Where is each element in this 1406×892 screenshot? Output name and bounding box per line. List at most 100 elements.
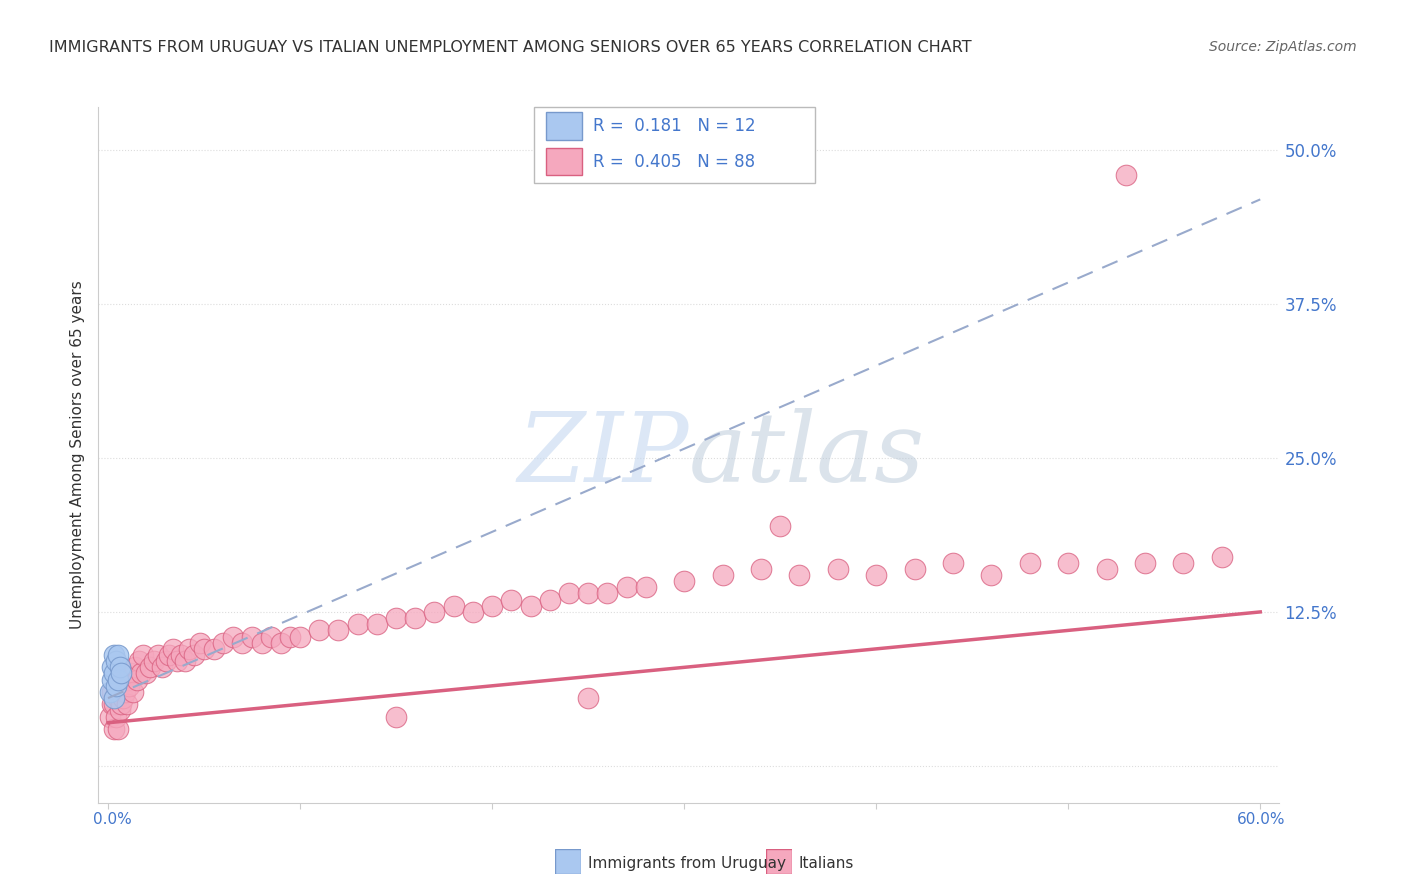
Point (366, 617, 388, 632)
Point (120, 666, 142, 681)
Point (596, 586, 619, 600)
Point (461, 605, 484, 619)
Point (101, 698, 124, 712)
Point (576, 691, 599, 706)
Point (104, 685, 127, 699)
Bar (546, 148, 582, 175)
Point (288, 630, 311, 644)
Point (122, 685, 145, 699)
Point (1211, 549, 1233, 564)
Point (115, 673, 138, 687)
Point (128, 654, 150, 668)
Point (202, 641, 225, 656)
Point (98, 685, 121, 699)
Text: atlas: atlas (689, 408, 925, 502)
Point (118, 679, 141, 693)
Point (98, 709, 121, 723)
Point (260, 630, 283, 644)
Point (129, 666, 152, 681)
Point (711, 568, 734, 582)
Point (222, 630, 245, 644)
Text: 0.0%: 0.0% (93, 812, 131, 827)
Point (177, 641, 200, 656)
Point (170, 648, 193, 662)
Text: Italians: Italians (799, 856, 853, 871)
Point (166, 654, 188, 668)
Point (519, 599, 541, 613)
Point (193, 641, 215, 656)
Point (865, 568, 887, 582)
Point (634, 580, 657, 594)
Point (101, 673, 124, 687)
Point (1115, 168, 1137, 182)
Point (980, 568, 1002, 582)
Point (139, 660, 162, 674)
Text: 60.0%: 60.0% (1237, 812, 1285, 827)
Point (155, 654, 177, 668)
Point (942, 556, 965, 570)
Point (114, 685, 136, 699)
Point (188, 636, 211, 650)
Point (103, 698, 125, 712)
Point (173, 654, 195, 668)
Point (749, 562, 772, 576)
Point (231, 636, 253, 650)
Point (1095, 562, 1118, 576)
Point (385, 611, 408, 625)
Point (110, 666, 132, 681)
Text: R =  0.181   N = 12: R = 0.181 N = 12 (593, 117, 756, 135)
Point (112, 691, 135, 706)
Point (212, 636, 235, 650)
Point (107, 691, 129, 706)
Point (107, 648, 129, 662)
Point (443, 599, 465, 613)
Point (135, 666, 157, 681)
Point (827, 562, 849, 576)
Point (110, 698, 132, 712)
Point (240, 630, 263, 644)
Text: Source: ZipAtlas.com: Source: ZipAtlas.com (1209, 40, 1357, 54)
Point (769, 518, 792, 533)
Point (103, 722, 125, 736)
Point (108, 703, 131, 717)
Point (538, 592, 561, 607)
Bar (546, 112, 582, 140)
Point (115, 698, 138, 712)
Point (308, 624, 330, 638)
Point (903, 562, 925, 576)
Point (112, 666, 135, 681)
Point (280, 630, 302, 644)
Point (101, 685, 124, 699)
Point (108, 660, 131, 674)
Point (501, 592, 523, 607)
Point (110, 673, 132, 687)
Point (150, 660, 173, 674)
Point (385, 709, 408, 723)
FancyBboxPatch shape (534, 107, 815, 183)
Point (576, 586, 599, 600)
Point (1057, 556, 1080, 570)
Point (673, 574, 696, 589)
Point (146, 648, 169, 662)
Point (143, 654, 166, 668)
Point (103, 648, 125, 662)
Text: R =  0.405   N = 88: R = 0.405 N = 88 (593, 153, 755, 170)
Point (616, 580, 638, 594)
Text: IMMIGRANTS FROM URUGUAY VS ITALIAN UNEMPLOYMENT AMONG SENIORS OVER 65 YEARS CORR: IMMIGRANTS FROM URUGUAY VS ITALIAN UNEMP… (49, 40, 972, 55)
Point (270, 636, 292, 650)
Point (481, 599, 503, 613)
Point (124, 660, 146, 674)
Point (346, 617, 368, 632)
Point (162, 641, 184, 656)
Point (131, 648, 153, 662)
Point (104, 654, 127, 668)
Y-axis label: Unemployment Among Seniors over 65 years: Unemployment Among Seniors over 65 years (69, 281, 84, 629)
Point (789, 568, 811, 582)
Point (108, 679, 131, 693)
Point (104, 679, 127, 693)
Point (328, 624, 350, 638)
Point (423, 605, 446, 619)
Point (107, 722, 129, 736)
Point (1018, 556, 1040, 570)
Point (250, 636, 273, 650)
